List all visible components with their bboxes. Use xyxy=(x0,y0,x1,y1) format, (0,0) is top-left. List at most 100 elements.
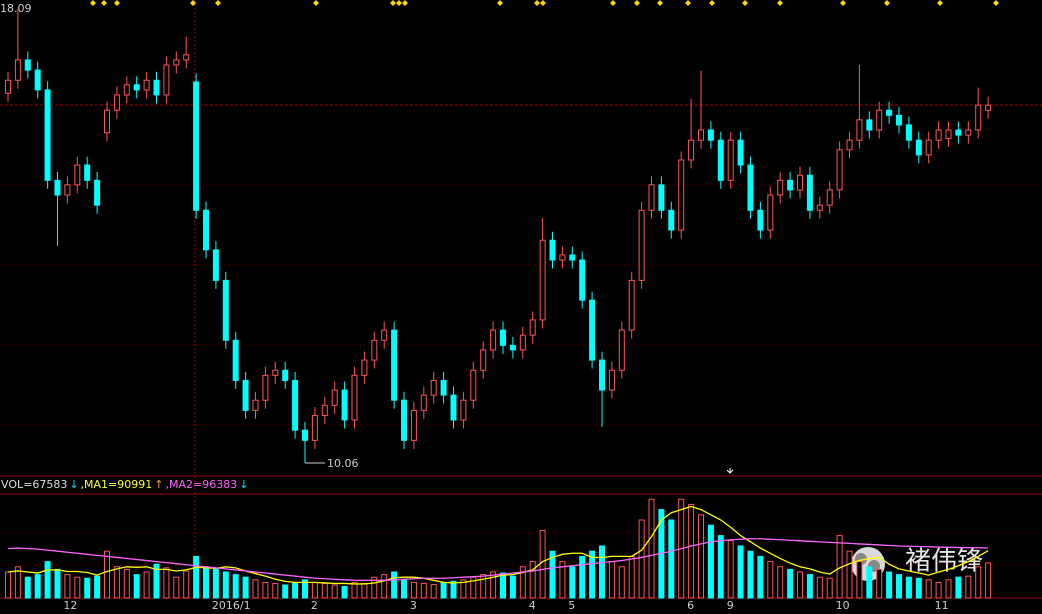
candle-body xyxy=(460,399,467,421)
candle-body xyxy=(727,139,734,181)
volume-bar xyxy=(747,550,754,599)
candle-body xyxy=(242,379,249,411)
candle-body xyxy=(193,81,200,211)
x-tick-label: 2 xyxy=(311,599,318,612)
candle-body xyxy=(836,149,843,191)
volume-bar xyxy=(331,584,338,599)
volume-bar xyxy=(5,571,11,599)
volume-bar xyxy=(64,574,71,599)
candle-body xyxy=(787,179,794,191)
volume-bar xyxy=(816,576,823,599)
candle-body xyxy=(500,329,506,346)
volume-bar xyxy=(440,581,447,599)
volume-bar xyxy=(371,576,378,599)
volume-bar xyxy=(133,574,140,599)
volume-bar xyxy=(54,568,61,599)
volume-bar xyxy=(579,555,586,599)
volume-bar xyxy=(569,566,576,599)
candle-body xyxy=(292,379,299,431)
volume-bar xyxy=(183,570,190,599)
candle-body xyxy=(925,139,932,156)
volume-bar xyxy=(767,561,774,599)
volume-bar xyxy=(509,575,516,599)
candle-body xyxy=(777,179,784,196)
candle-body xyxy=(14,59,21,81)
volume-bar xyxy=(757,555,764,599)
candle-body xyxy=(816,204,823,211)
candle-body xyxy=(94,179,101,206)
candle-body xyxy=(806,174,813,211)
volume-bar xyxy=(856,561,863,599)
candle-body xyxy=(539,239,546,321)
volume-bar xyxy=(143,571,150,599)
candle-body xyxy=(569,254,576,261)
volume-bar xyxy=(896,574,902,599)
candle-body xyxy=(232,339,239,381)
volume-bar xyxy=(212,568,219,599)
volume-bar xyxy=(935,581,942,599)
volume-bar xyxy=(262,581,269,599)
candle-body xyxy=(262,374,269,401)
candle-body xyxy=(153,79,160,96)
candle-body xyxy=(272,369,279,376)
candle-body xyxy=(866,119,873,131)
candle-body xyxy=(183,54,190,61)
candle-body xyxy=(44,89,51,181)
candle-body xyxy=(876,109,883,131)
candle-body xyxy=(579,259,586,301)
candle-body xyxy=(668,209,675,231)
volume-legend: ,MA1=90991 xyxy=(81,478,153,491)
candle-body xyxy=(747,164,754,211)
volume-bar xyxy=(450,580,457,599)
volume-bar xyxy=(123,568,130,599)
x-tick-label: 11 xyxy=(935,599,949,612)
volume-bar xyxy=(648,498,655,599)
volume-bar xyxy=(955,576,962,599)
volume-bar xyxy=(420,582,427,599)
volume-bar xyxy=(727,540,734,599)
candle-body xyxy=(401,399,407,441)
volume-bar xyxy=(925,579,932,599)
candle-body xyxy=(351,374,358,421)
volume-legend: ↓ xyxy=(69,478,78,491)
candle-body xyxy=(282,369,289,381)
volume-bar xyxy=(104,550,110,599)
volume-bar xyxy=(618,566,625,599)
volume-bar xyxy=(113,566,120,599)
candle-body xyxy=(935,129,942,141)
volume-bar xyxy=(777,566,784,599)
volume-bar xyxy=(203,566,209,599)
candle-body xyxy=(143,79,150,91)
candle-body xyxy=(529,319,536,336)
volume-bar xyxy=(519,566,526,599)
candle-body xyxy=(410,409,417,441)
volume-bar xyxy=(787,568,794,599)
candle-body xyxy=(549,239,556,261)
candle-body xyxy=(856,119,863,141)
volume-bar xyxy=(599,545,605,599)
volume-legend: VOL=67583 xyxy=(1,478,67,491)
candle-body xyxy=(341,389,348,421)
volume-bar xyxy=(905,576,912,599)
candle-body xyxy=(688,139,695,161)
volume-bar xyxy=(608,561,615,599)
candle-body xyxy=(480,349,487,371)
volume-bar xyxy=(302,579,308,599)
volume-bar xyxy=(24,576,31,599)
volume-bar xyxy=(549,550,556,599)
volume-bar xyxy=(698,514,704,599)
volume-bar xyxy=(381,574,388,599)
candle-body xyxy=(975,104,982,131)
candle-body xyxy=(123,84,130,96)
volume-bar xyxy=(430,583,437,599)
volume-bar xyxy=(34,574,41,599)
candle-body xyxy=(203,209,209,251)
volume-bar xyxy=(193,555,200,599)
candle-body xyxy=(212,249,219,281)
candle-body xyxy=(371,339,378,361)
candle-body xyxy=(54,179,61,196)
signal-markers xyxy=(90,0,999,6)
candle-body xyxy=(440,379,447,396)
